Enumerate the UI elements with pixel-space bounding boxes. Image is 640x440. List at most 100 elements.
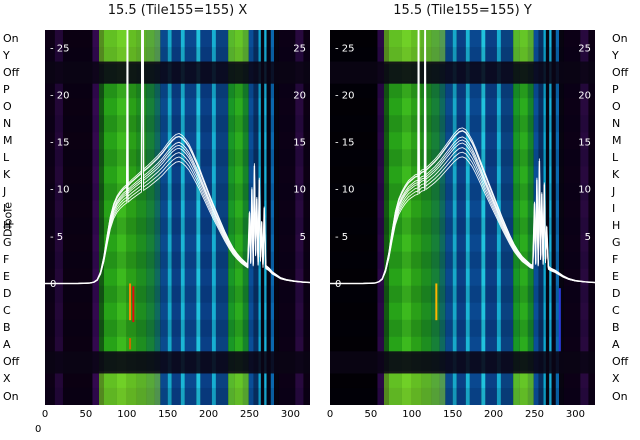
heatmap-stripe <box>545 30 550 405</box>
row-texture-band <box>45 285 310 303</box>
off-row-band <box>330 61 595 84</box>
heatmap-stripe <box>549 30 552 405</box>
ytick-label-right: 10 <box>293 185 306 196</box>
dipole-row-label: On <box>612 31 628 45</box>
off-row-band <box>330 351 595 374</box>
heatmap-stripe <box>588 30 595 405</box>
ytick-label-left: - 20 <box>50 91 70 102</box>
heatmap-stripe <box>485 30 497 405</box>
ytick-label-left: - 20 <box>335 91 355 102</box>
heatmap-stripe <box>527 30 534 405</box>
row-texture-band <box>330 285 595 303</box>
row-texture-band <box>45 183 310 201</box>
xtick-label: 300 <box>280 409 300 420</box>
heatmap-stripe <box>431 30 440 405</box>
dipole-row-label: X <box>3 372 11 386</box>
dipole-row-label: X <box>612 372 620 386</box>
heatmap-stripe <box>295 30 304 405</box>
row-texture-band <box>330 387 595 405</box>
heatmap-stripe <box>45 30 55 405</box>
heatmap-stripe <box>234 30 243 405</box>
heatmap-stripe <box>500 30 514 405</box>
row-texture-band <box>45 217 310 235</box>
heatmap-stripe <box>228 30 235 405</box>
heatmap-stripe <box>260 30 265 405</box>
dipole-row-label: J <box>3 184 7 198</box>
xtick-label: 0 <box>326 409 334 420</box>
on-row-highlight <box>513 387 534 405</box>
xtick-label: 100 <box>402 409 422 420</box>
xtick-label: 250 <box>524 409 545 420</box>
heatmap-stripe <box>264 30 267 405</box>
xtick-label: 50 <box>79 409 93 420</box>
dipole-row-label: Y <box>612 48 619 62</box>
row-texture-band <box>330 149 595 167</box>
dipole-row-label: L <box>612 150 619 164</box>
heatmap-stripe <box>184 30 197 405</box>
dipole-row-label: C <box>612 304 620 318</box>
on-row-highlight <box>513 370 534 388</box>
spectrum-trace <box>330 30 595 284</box>
row-texture-band <box>45 251 310 269</box>
heatmap-stripe <box>513 30 520 405</box>
ytick-label-left: - 15 <box>50 138 70 149</box>
ytick-label-right: 5 <box>585 232 591 243</box>
on-row-highlight <box>98 47 161 65</box>
heatmap-stripe <box>62 30 93 405</box>
dipole-row-label: H <box>3 219 12 232</box>
row-texture-band <box>330 251 595 269</box>
dipole-row-labels-left: On Y Off P O N M L K J I H G F E D C B A Off X On <box>3 30 41 405</box>
dipole-row-label: G <box>612 236 621 250</box>
ytick-label-right: 10 <box>578 185 591 196</box>
on-row-highlight <box>228 370 249 388</box>
ytick-label-left: 0 <box>335 279 341 290</box>
off-row-band <box>45 351 310 374</box>
heatmap-stripe <box>196 30 201 405</box>
ytick-label-left: - 15 <box>335 138 355 149</box>
ytick-label-left: - 25 <box>50 43 70 54</box>
on-row-highlight <box>513 47 534 65</box>
dipole-row-label: E <box>612 270 619 284</box>
heatmap-stripe <box>469 30 482 405</box>
dipole-row-label: Y <box>3 48 10 62</box>
heatmap-stripe <box>116 30 127 405</box>
heatmap-stripe <box>54 30 63 405</box>
xtick-label: 200 <box>484 409 504 420</box>
heatmap-stripe <box>146 30 155 405</box>
corner-zero-label: 0 <box>35 424 42 435</box>
dipole-row-label: Off <box>612 355 629 369</box>
ytick-label-right: 15 <box>293 138 306 149</box>
row-texture-band <box>330 47 595 65</box>
on-row-highlight <box>383 387 446 405</box>
on-row-highlight <box>228 387 249 405</box>
ytick-label-left: - 5 <box>335 232 348 243</box>
dipole-row-label: I <box>3 202 7 215</box>
row-texture-band <box>45 81 310 99</box>
ytick-label-right: 25 <box>293 43 306 54</box>
panel-title-y: 15.5 (Tile155=155) Y <box>393 3 532 18</box>
dipole-row-label: Off <box>3 65 20 79</box>
heatmap-stripe <box>270 30 275 405</box>
heatmap-stripe <box>401 30 412 405</box>
dipole-row-label: O <box>612 99 621 113</box>
row-texture-band <box>330 319 595 337</box>
xtick-label: 250 <box>239 409 260 420</box>
heatmap-stripe <box>215 30 229 405</box>
dipole-row-label: On <box>3 389 19 403</box>
x-axis-labels-x: 0 50 100 150 200 250 300 <box>42 409 335 423</box>
dipole-row-label: K <box>612 167 620 181</box>
row-texture-band <box>45 387 310 405</box>
heatmap-stripe <box>452 30 457 405</box>
heatmap-stripe <box>551 30 556 405</box>
dipole-row-label: K <box>3 167 11 181</box>
heatmap-stripe <box>274 30 279 405</box>
heatmap-stripe <box>160 30 168 405</box>
dipole-row-label: N <box>3 116 12 130</box>
dipole-row-label: F <box>3 253 10 267</box>
row-texture-band <box>330 81 595 99</box>
heatmap-stripe <box>98 30 104 405</box>
heatmap-stripe <box>559 30 564 405</box>
dipole-row-label: P <box>3 82 10 96</box>
on-row-highlight <box>228 30 249 48</box>
ytick-label-right: 25 <box>578 43 591 54</box>
